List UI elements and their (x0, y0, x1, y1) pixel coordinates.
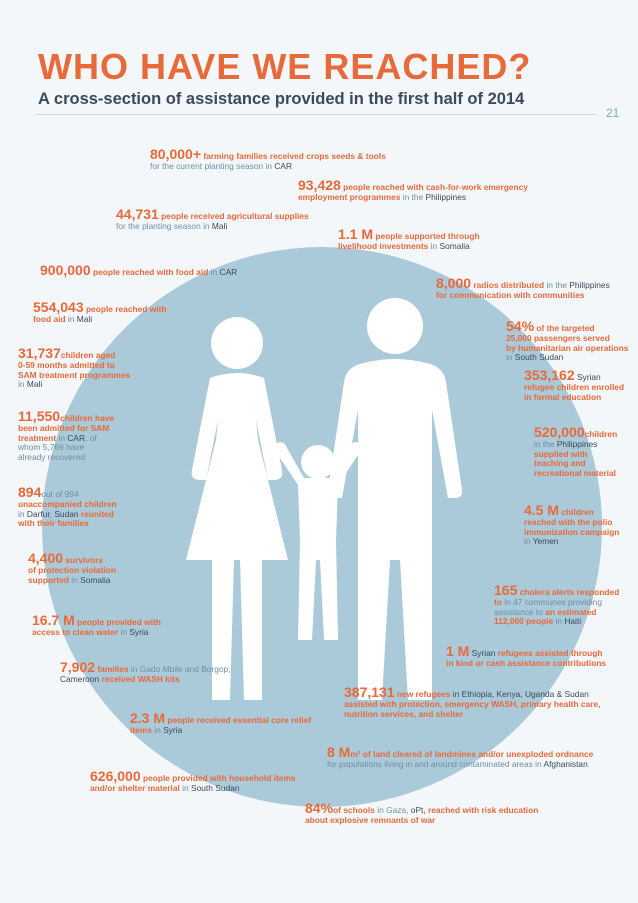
page-subtitle: A cross-section of assistance provided i… (38, 90, 525, 108)
stat-cash-for-work: 93,428 people reached with cash-for-work… (298, 177, 528, 203)
stat-polio: 4.5 M children reached with the polio im… (524, 502, 620, 547)
stat-food-aid-mali: 554,043 people reached with food aid in … (33, 299, 167, 325)
header-divider (36, 114, 596, 115)
stat-agricultural-supplies: 44,731 people received agricultural supp… (116, 206, 309, 232)
stat-landmines: 8 Mm² of land cleared of landmines and/o… (327, 744, 594, 770)
stat-reunited-children: 894out of 994 unaccompanied children in … (18, 484, 117, 529)
stat-sam-mali: 31,737children aged 0-59 months admitted… (18, 345, 131, 390)
stat-air-operations: 54% of the targeted 25,000 passengers se… (506, 318, 629, 363)
stat-cholera: 165 cholera alerts responded to in 47 co… (494, 582, 620, 627)
stat-protection-survivors: 4,400 survivors of protection violation … (28, 550, 116, 585)
stat-farming-families: 80,000+ farming families received crops … (150, 146, 386, 172)
stat-food-aid-car: 900,000 people reached with food aid in … (40, 262, 238, 278)
stat-core-relief: 2.3 M people received essential core rel… (130, 710, 312, 736)
stat-syrian-refugees: 1 M Syrian refugees assisted through in … (446, 643, 607, 669)
stat-risk-education: 84%of schools in Gaza, oPt, reached with… (305, 800, 539, 826)
page-number: 21 (606, 106, 620, 120)
page-title: WHO HAVE WE REACHED? (38, 46, 532, 87)
stat-radios: 8,000 radios distributed in the Philippi… (436, 275, 610, 301)
stat-clean-water: 16.7 M people provided with access to cl… (32, 612, 161, 638)
stat-sam-car: 11,550children have been admitted for SA… (18, 408, 115, 463)
stat-livelihood: 1.1 M people supported through livelihoo… (338, 226, 480, 252)
stat-wash-kits: 7,902 families in Gado Mbile and Borgop,… (60, 659, 231, 685)
stat-new-refugees: 387,131 new refugees in Ethiopia, Kenya,… (344, 684, 601, 719)
stat-teaching-material: 520,000children in the Philippines suppl… (534, 424, 618, 479)
stat-household-items: 626,000 people provided with household i… (90, 768, 296, 794)
family-figures-icon (186, 298, 463, 700)
stat-refugee-education: 353,162 Syrian refugee children enrolled… (524, 367, 625, 402)
